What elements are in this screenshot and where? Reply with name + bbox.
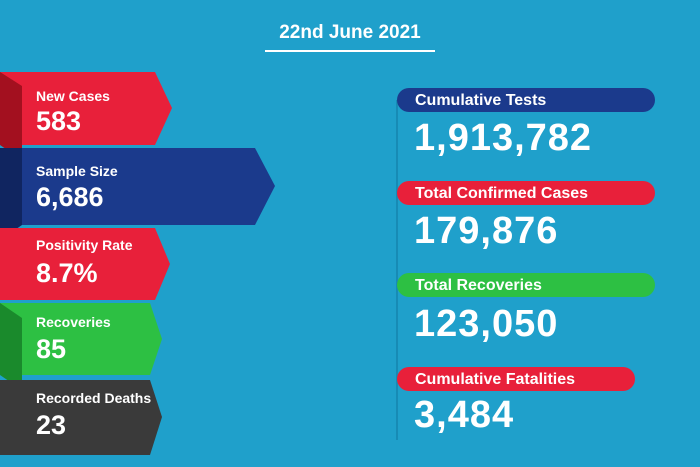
pill <box>397 88 655 112</box>
panel-new-cases <box>0 72 172 145</box>
stat-value: 6,686 <box>36 182 104 212</box>
stat-label: New Cases <box>36 88 110 104</box>
panel-fold <box>0 148 22 240</box>
total-label: Total Recoveries <box>415 277 542 294</box>
stat-value: 23 <box>36 410 67 440</box>
date: 22nd June 2021 <box>279 22 421 43</box>
stat-value: 85 <box>36 334 67 364</box>
total-label: Cumulative Tests <box>415 92 547 109</box>
panel-sample-size <box>22 148 275 225</box>
panel-recoveries <box>0 303 162 375</box>
panel-fold <box>0 72 22 160</box>
stat-label: Recoveries <box>36 314 111 330</box>
pill <box>397 181 655 205</box>
total-value: 3,484 <box>414 394 515 436</box>
pill <box>397 273 655 297</box>
stat-label: Sample Size <box>36 163 118 179</box>
stat-value: 583 <box>36 106 82 136</box>
stat-value: 8.7% <box>36 258 98 288</box>
pill <box>397 367 635 391</box>
total-label: Cumulative Fatalities <box>415 371 576 388</box>
stat-label: Recorded Deaths <box>36 390 152 406</box>
total-value: 179,876 <box>414 210 559 252</box>
total-value: 123,050 <box>414 303 559 345</box>
panel-fold <box>0 303 22 390</box>
total-value: 1,913,782 <box>414 117 593 159</box>
panel-positivity <box>0 228 170 300</box>
rule <box>265 50 435 52</box>
stat-label: Positivity Rate <box>36 237 133 253</box>
panel-deaths <box>0 380 162 455</box>
total-label: Total Confirmed Cases <box>415 185 589 202</box>
